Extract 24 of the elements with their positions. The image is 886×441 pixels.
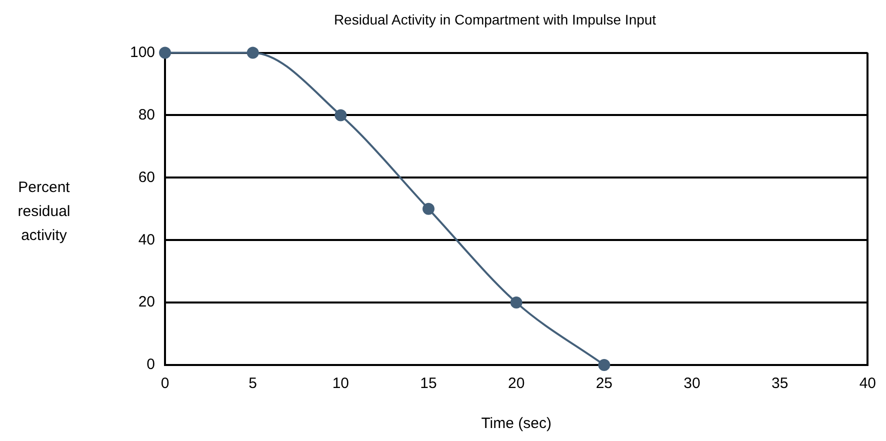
y-tick-label: 20 bbox=[138, 294, 156, 311]
y-tick-label: 40 bbox=[138, 231, 156, 248]
y-axis-title: Percent residual activity bbox=[16, 178, 72, 246]
point bbox=[246, 46, 259, 59]
point bbox=[334, 109, 347, 122]
point bbox=[598, 359, 610, 371]
x-tick-label: 25 bbox=[596, 375, 613, 392]
x-tick-label: 35 bbox=[771, 375, 788, 392]
point bbox=[159, 46, 172, 59]
y-tick-label: 0 bbox=[146, 356, 156, 374]
x-tick-label: 10 bbox=[332, 375, 350, 392]
y-tick-label: 60 bbox=[138, 168, 156, 186]
x-tick-label: 0 bbox=[160, 375, 170, 392]
point bbox=[422, 202, 435, 215]
x-axis-title: Time (sec) bbox=[481, 415, 552, 432]
x-tick-label: 5 bbox=[248, 375, 258, 392]
y-tick-label: 80 bbox=[138, 106, 156, 124]
x-tick-label: 40 bbox=[859, 375, 876, 392]
x-tick-label: 20 bbox=[508, 375, 525, 392]
point bbox=[510, 296, 522, 309]
x-tick-label: 30 bbox=[684, 375, 700, 392]
y-tick-label: 100 bbox=[130, 44, 156, 61]
chart-title: Residual Activity in Compartment with Impulse Input bbox=[334, 11, 656, 28]
x-tick-label: 15 bbox=[420, 375, 437, 392]
